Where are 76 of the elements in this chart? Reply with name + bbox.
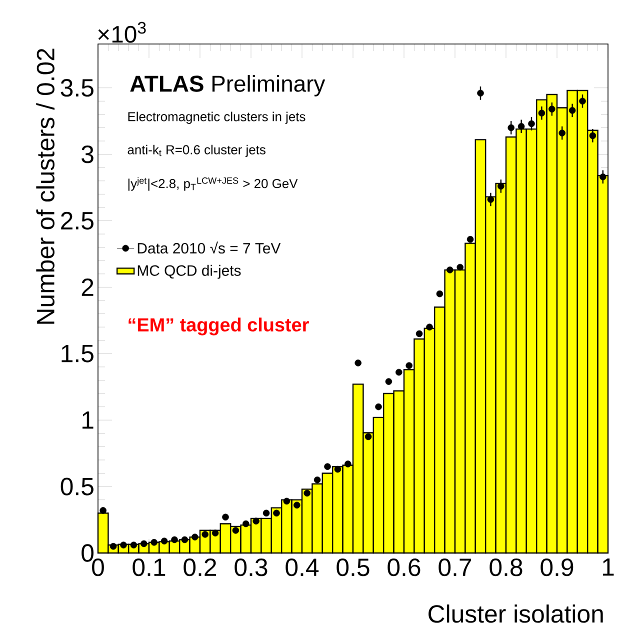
point <box>252 518 260 524</box>
annotation: Electromagnetic clusters in jets <box>128 112 306 124</box>
point <box>294 502 300 509</box>
x-tick-label: 0.2 <box>184 558 216 576</box>
point <box>212 530 219 536</box>
point <box>589 132 596 140</box>
annotation: |y$^{jet}$|<2.8, p$_{T}$$^{LCW+JES}$ > 20 GeV <box>128 177 298 191</box>
y-tick-label: 2 <box>82 278 94 296</box>
point <box>498 182 504 190</box>
point <box>242 520 250 528</box>
point <box>120 542 127 548</box>
point <box>375 403 382 410</box>
point <box>487 196 494 203</box>
x-axis-title: Cluster isolation <box>428 604 603 623</box>
point <box>548 106 556 112</box>
y-tick-label: 2.5 <box>61 212 94 230</box>
legend-label: Data 2010 √s = 7 TeV <box>138 242 281 254</box>
point <box>222 514 229 520</box>
point <box>466 236 474 243</box>
point <box>334 466 342 473</box>
point <box>192 534 198 540</box>
y-tick-label: 0.5 <box>60 478 94 496</box>
y-tick-label: 3 <box>82 145 94 164</box>
point <box>426 324 433 330</box>
point <box>436 290 444 298</box>
x-tick-label: 0.5 <box>336 558 370 576</box>
point <box>171 536 178 544</box>
point <box>558 130 566 136</box>
annotation: anti-k$_{t}$ R=0.6 cluster jets <box>128 144 266 157</box>
annotation: “EM” tagged cluster <box>128 318 309 336</box>
y-tick-label: 0 <box>82 544 94 562</box>
point <box>446 266 454 274</box>
text: ×10$^{3}$ <box>98 22 146 43</box>
x-tick-label: 0.6 <box>388 558 420 576</box>
point <box>528 120 535 128</box>
x-tick-label: 1 <box>602 558 614 576</box>
point <box>160 538 168 544</box>
point <box>304 490 310 497</box>
x-tick-label: 0.1 <box>132 558 166 576</box>
point <box>477 90 484 97</box>
point <box>344 460 352 468</box>
y-tick-label: 1.5 <box>62 344 94 362</box>
point <box>538 110 546 116</box>
point <box>273 510 280 517</box>
y-tick-label: 1 <box>82 412 94 429</box>
point <box>314 476 321 484</box>
point <box>140 540 148 548</box>
y-axis-title: Number of clusters / 0.02 <box>36 48 54 324</box>
point <box>283 498 290 505</box>
x-tick-label: 0.7 <box>438 558 472 576</box>
point <box>396 368 402 376</box>
y-tick-label: 3.5 <box>60 79 94 97</box>
legend-label: MC QCD di-jets <box>138 264 241 279</box>
point <box>364 433 372 440</box>
text: ATLAS Preliminary <box>130 75 326 96</box>
x-tick-label: 0.4 <box>286 558 319 576</box>
point <box>232 527 240 534</box>
point <box>181 536 188 544</box>
point <box>100 507 106 514</box>
point <box>354 360 362 366</box>
point <box>456 264 464 271</box>
point <box>416 330 423 338</box>
point <box>600 174 606 180</box>
x-tick-label: 0.3 <box>234 558 268 576</box>
point <box>568 107 576 114</box>
point <box>385 378 392 385</box>
point <box>508 124 514 132</box>
point <box>150 538 158 546</box>
point <box>324 463 331 470</box>
x-tick-label: 0.9 <box>540 558 574 576</box>
point <box>518 123 525 130</box>
point <box>202 531 208 538</box>
x-tick-label: 0.8 <box>490 558 522 576</box>
point <box>579 98 586 105</box>
point <box>406 362 412 369</box>
point <box>262 510 270 517</box>
